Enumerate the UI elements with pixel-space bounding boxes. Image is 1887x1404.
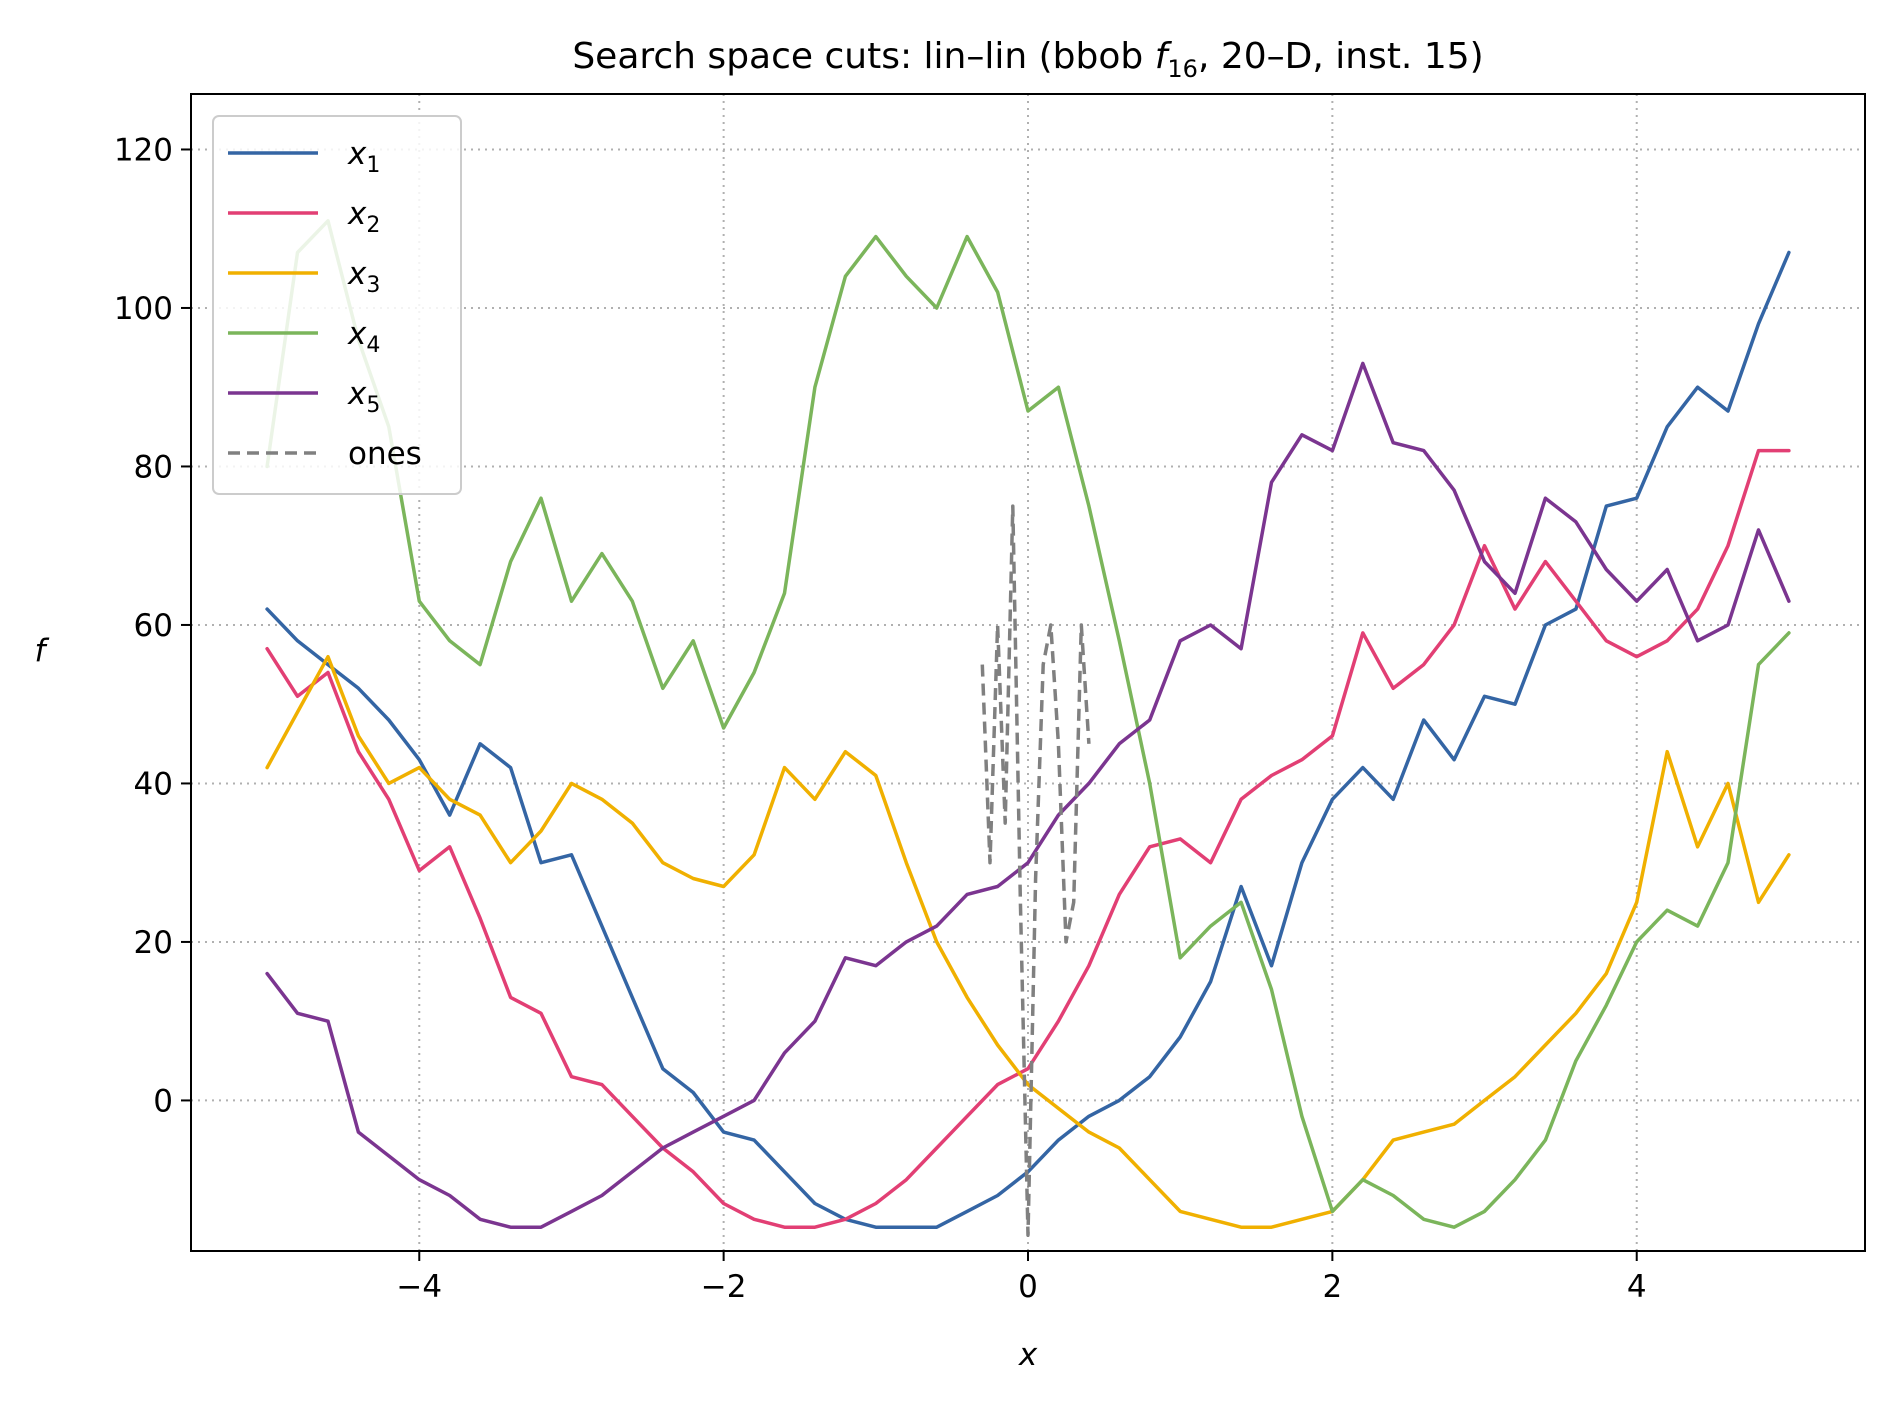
y-tick-label: 120 [114,132,173,168]
y-tick-label: 60 [134,608,173,644]
chart-title: Search space cuts: lin–lin (bbob f16, 20… [572,36,1483,83]
legend-box [212,115,462,495]
y-axis-label: f [35,633,50,669]
series-line-ones [980,504,1091,1237]
x-tick-label: 4 [1627,1269,1647,1305]
legend-label-ones: ones [348,436,422,472]
y-tick-label: 100 [114,291,173,327]
legend-label-x2: x2 [347,196,380,238]
legend-label-x3: x3 [347,256,380,298]
legend: x1 x2 x3 x4 x5 ones [212,115,462,495]
y-tick-label: 20 [134,925,173,961]
series-line-x5 [265,361,1791,1229]
legend-entries: x1 x2 x3 x4 x5 ones [228,136,422,472]
y-tick-label: 80 [134,449,173,485]
x-tick-label: −4 [396,1269,442,1305]
series-line-x4 [265,219,1791,1229]
x-tick-label: −2 [701,1269,747,1305]
x-tick-label: 0 [1018,1269,1038,1305]
series-line-x2 [265,448,1791,1229]
series-line-x3 [265,654,1791,1229]
legend-label-x1: x1 [347,136,380,178]
series-lines [265,219,1791,1237]
y-tick-label: 0 [153,1083,173,1119]
x-tick-label: 2 [1322,1269,1342,1305]
legend-label-x4: x4 [347,316,380,358]
legend-label-x5: x5 [347,376,380,418]
y-tick-label: 40 [134,766,173,802]
x-axis-label: x [1018,1337,1038,1373]
